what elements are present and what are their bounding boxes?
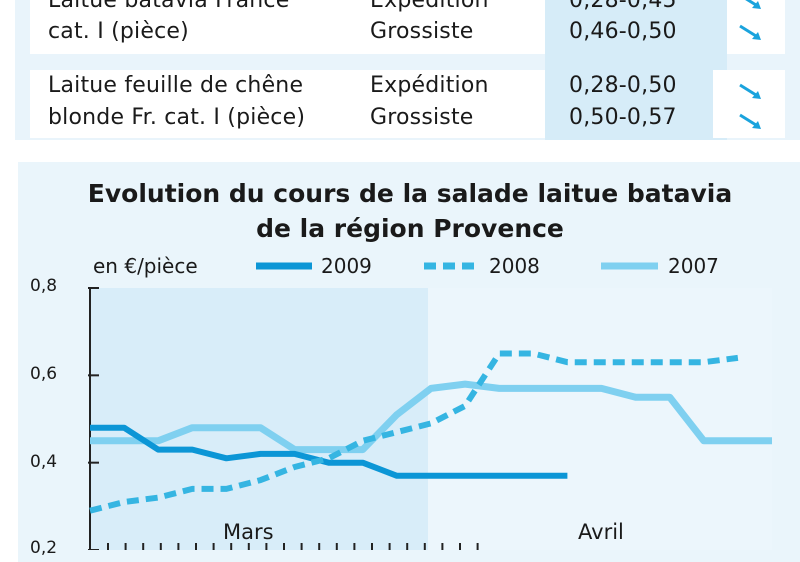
y-tick-label: 0,2 <box>30 538 58 558</box>
line-chart <box>88 287 772 550</box>
series-line-2007 <box>90 380 772 454</box>
down-right-arrow-icon <box>739 113 761 129</box>
stage-label: Expédition <box>370 73 489 98</box>
down-right-arrow-icon <box>745 0 761 9</box>
price-range: 0,28-0,45 <box>569 0 677 13</box>
stage-label: Expédition <box>370 0 489 13</box>
legend-label-2008: 2008 <box>489 254 540 278</box>
y-tick-label: 0,8 <box>30 276 58 296</box>
legend-label-2009: 2009 <box>321 254 372 278</box>
price-cell-background <box>545 70 713 138</box>
unit-label: en €/pièce <box>93 254 198 278</box>
product-name-line1: Laitue feuille de chêne <box>48 73 304 98</box>
y-tick-label: 0,4 <box>30 452 58 472</box>
price-cell-background <box>545 0 727 54</box>
down-right-arrow-icon <box>739 83 761 99</box>
stage-label: Grossiste <box>370 105 474 130</box>
product-name-line1: Laitue batavia France <box>48 0 290 13</box>
price-range: 0,46-0,50 <box>569 19 677 44</box>
chart-title-line2: de la région Provence <box>256 214 564 243</box>
stage-label: Grossiste <box>370 19 474 44</box>
month-label-avril: Avril <box>578 520 624 544</box>
month-label-mars: Mars <box>223 520 274 544</box>
product-name-line2: blonde Fr. cat. I (pièce) <box>48 105 306 130</box>
y-tick-label: 0,6 <box>30 364 58 384</box>
price-range: 0,50-0,57 <box>569 105 677 130</box>
legend-label-2007: 2007 <box>668 254 719 278</box>
price-range: 0,28-0,50 <box>569 73 677 98</box>
plot-area-march <box>90 288 428 550</box>
down-right-arrow-icon <box>739 24 761 40</box>
series-line-2009 <box>90 424 568 479</box>
product-name-line2: cat. I (pièce) <box>48 19 189 44</box>
plot-area-april <box>428 288 772 550</box>
chart-title-line1: Evolution du cours de la salade laitue b… <box>87 179 733 208</box>
